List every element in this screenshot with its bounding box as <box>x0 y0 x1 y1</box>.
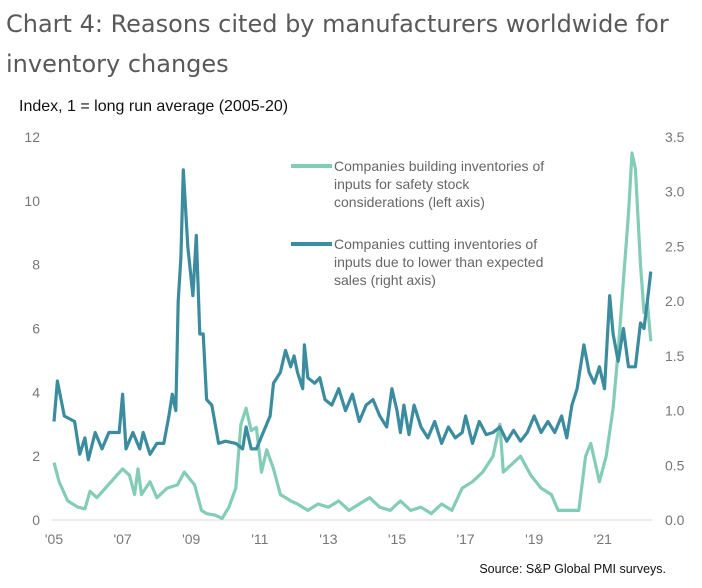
x-tick-label: '05 <box>45 531 63 547</box>
left-tick-label: 6 <box>32 321 40 337</box>
x-tick-label: '17 <box>456 531 474 547</box>
x-tick-label: '07 <box>113 531 131 547</box>
right-tick-label: 3.0 <box>665 184 685 200</box>
left-tick-label: 10 <box>24 193 40 209</box>
left-tick-label: 2 <box>32 448 40 464</box>
legend-label: inputs due to lower than expected <box>334 254 543 270</box>
left-tick-label: 4 <box>32 384 40 400</box>
right-tick-label: 2.5 <box>665 238 685 254</box>
x-tick-label: '11 <box>251 531 268 547</box>
x-tick-label: '09 <box>182 531 200 547</box>
legend-label: sales (right axis) <box>334 272 436 288</box>
right-tick-label: 2.0 <box>665 293 685 309</box>
legend-label: Companies building inventories of <box>334 158 544 174</box>
series-line-cutting-inventories <box>52 168 653 462</box>
x-tick-label: '13 <box>319 531 337 547</box>
legend-label: Companies cutting inventories of <box>334 236 537 252</box>
right-tick-label: 0.0 <box>665 512 685 528</box>
legend-label: considerations (left axis) <box>334 194 485 210</box>
legend-label: inputs for safety stock <box>334 176 470 192</box>
chart-title: Chart 4: Reasons cited by manufacturers … <box>6 10 669 78</box>
right-tick-label: 0.5 <box>665 457 685 473</box>
x-tick-label: '21 <box>594 531 612 547</box>
x-tick-label: '19 <box>525 531 543 547</box>
y-axis-label: Index, 1 = long run average (2005-20) <box>19 98 289 115</box>
right-tick-label: 3.5 <box>665 129 685 145</box>
source-note: Source: S&P Global PMI surveys. <box>479 562 666 576</box>
left-tick-label: 12 <box>24 129 40 145</box>
left-tick-label: 0 <box>32 512 40 528</box>
x-tick-label: '15 <box>388 531 406 547</box>
right-tick-label: 1.0 <box>665 403 685 419</box>
series-line-safety-stock <box>52 151 653 520</box>
right-tick-label: 1.5 <box>665 348 685 364</box>
left-tick-label: 8 <box>32 257 40 273</box>
